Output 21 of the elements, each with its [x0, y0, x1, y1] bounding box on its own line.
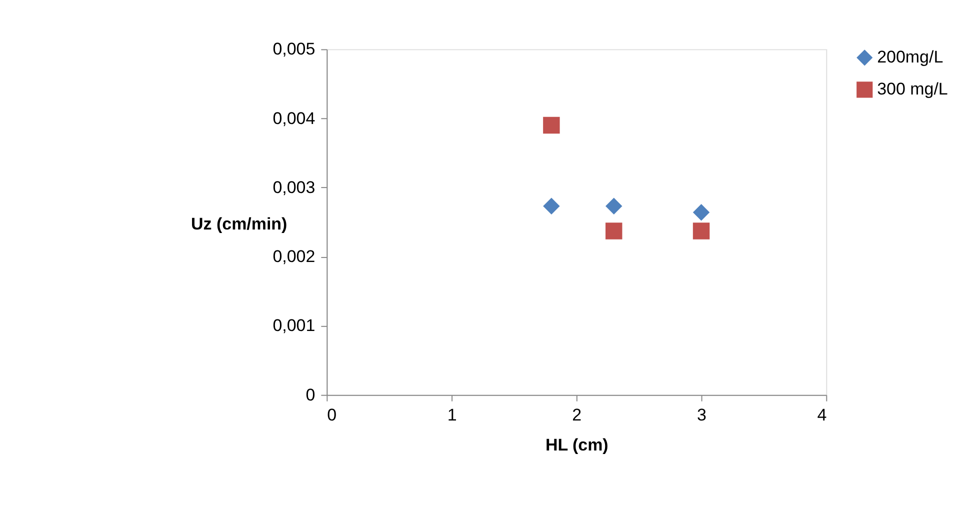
y-tick-label: 0: [306, 385, 316, 404]
y-axis-title: Uz (cm/min): [191, 214, 288, 234]
x-tick-label: 4: [817, 405, 827, 424]
point: [543, 198, 560, 214]
point: [692, 204, 710, 221]
legend-label: 300 mg/L: [877, 80, 948, 99]
point: [692, 222, 710, 240]
x-axis-title: HL (cm): [545, 435, 608, 454]
y-tick-label: 0,002: [272, 247, 316, 266]
y-tick-label: 0,004: [272, 108, 316, 128]
x-tick-label: 1: [447, 405, 457, 424]
legend-label: 200mg/L: [877, 48, 944, 67]
x-tick-label: 0: [327, 405, 337, 424]
point: [606, 222, 622, 240]
point: [606, 198, 622, 214]
x-tick-label: 2: [572, 405, 582, 424]
x-tick-label: 3: [697, 405, 706, 424]
y-tick-label: 0,003: [272, 178, 316, 197]
point: [543, 116, 560, 134]
y-tick-label: 0,001: [272, 316, 316, 336]
y-tick-label: 0,005: [272, 40, 316, 59]
